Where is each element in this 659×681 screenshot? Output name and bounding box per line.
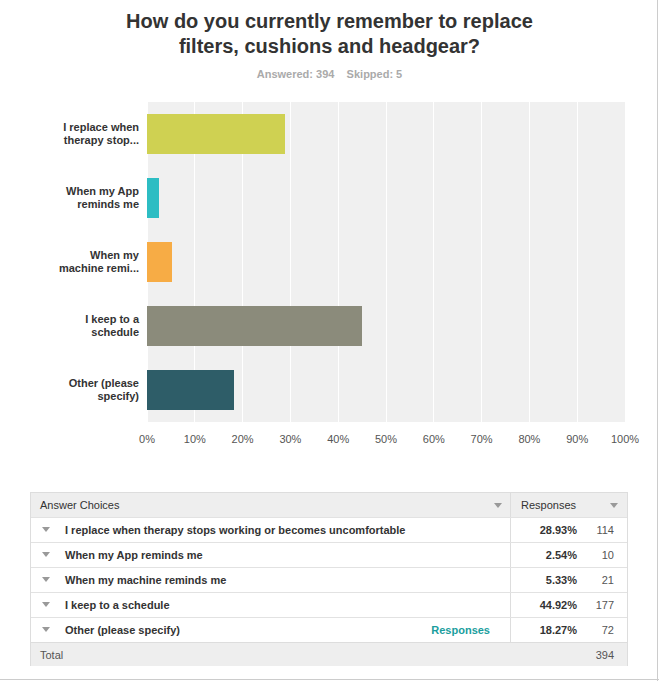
column-divider <box>510 493 511 665</box>
count-cell: 21 <box>570 574 614 586</box>
x-tick-label: 100% <box>600 433 650 445</box>
choice-cell: When my machine reminds me <box>65 574 226 586</box>
row-border <box>31 517 627 518</box>
category-label-box: Other (please specify) <box>40 370 139 410</box>
row-border <box>31 592 627 593</box>
bar <box>147 370 234 410</box>
percent-cell: 2.54% <box>510 549 577 561</box>
page-edge <box>657 0 658 681</box>
bar <box>147 306 362 346</box>
bar <box>147 242 172 282</box>
percent-cell: 18.27% <box>510 624 577 636</box>
total-row-bg <box>31 642 627 666</box>
dropdown-icon <box>42 552 50 557</box>
dropdown-icon <box>610 503 618 508</box>
responses-link[interactable]: Responses <box>380 624 490 636</box>
category-label: Other (please specify) <box>47 377 139 403</box>
table-header-cell: Answer Choices <box>40 499 119 511</box>
row-border <box>31 567 627 568</box>
row-border <box>31 617 627 618</box>
category-label: When my machine remi... <box>47 249 139 275</box>
choice-cell: When my App reminds me <box>65 549 203 561</box>
category-label: I keep to a schedule <box>47 313 139 339</box>
table-header-cell: Responses <box>521 499 576 511</box>
total-label: Total <box>40 649 63 661</box>
x-tick-label: 10% <box>170 433 220 445</box>
dropdown-icon <box>42 577 50 582</box>
chart-title: How do you currently remember to replace… <box>0 9 659 59</box>
grid-line <box>433 102 434 422</box>
dropdown-icon <box>494 503 502 508</box>
total-count: 394 <box>570 649 614 661</box>
count-cell: 114 <box>570 524 614 536</box>
grid-line <box>338 102 339 422</box>
x-tick-label: 40% <box>313 433 363 445</box>
grid-line <box>577 102 578 422</box>
bar <box>147 178 159 218</box>
choice-cell: I replace when therapy stops working or … <box>65 524 405 536</box>
count-cell: 177 <box>570 599 614 611</box>
grid-line <box>625 102 626 422</box>
dropdown-icon <box>42 527 50 532</box>
choice-cell: I keep to a schedule <box>65 599 170 611</box>
category-label-box: When my machine remi... <box>40 242 139 282</box>
percent-cell: 44.92% <box>510 599 577 611</box>
category-label-box: I keep to a schedule <box>40 306 139 346</box>
grid-line <box>481 102 482 422</box>
count-cell: 72 <box>570 624 614 636</box>
x-tick-label: 90% <box>552 433 602 445</box>
x-tick-label: 0% <box>122 433 172 445</box>
category-label-box: When my App reminds me <box>40 178 139 218</box>
x-tick-label: 60% <box>409 433 459 445</box>
choice-cell: Other (please specify) <box>65 624 180 636</box>
x-tick-label: 50% <box>361 433 411 445</box>
plot-area <box>147 102 625 422</box>
row-border <box>31 542 627 543</box>
grid-line <box>290 102 291 422</box>
grid-line <box>386 102 387 422</box>
category-label: When my App reminds me <box>47 185 139 211</box>
count-cell: 10 <box>570 549 614 561</box>
page-edge <box>0 679 659 680</box>
x-tick-label: 30% <box>265 433 315 445</box>
chart-subtitle: Answered: 394 Skipped: 5 <box>0 68 659 80</box>
category-label-box: I replace when therapy stop... <box>40 114 139 154</box>
x-tick-label: 80% <box>504 433 554 445</box>
dropdown-icon <box>42 602 50 607</box>
dropdown-icon <box>42 627 50 632</box>
percent-cell: 5.33% <box>510 574 577 586</box>
x-tick-label: 20% <box>218 433 268 445</box>
grid-line <box>529 102 530 422</box>
bar <box>147 114 285 154</box>
percent-cell: 28.93% <box>510 524 577 536</box>
category-label: I replace when therapy stop... <box>47 121 139 147</box>
x-tick-label: 70% <box>457 433 507 445</box>
